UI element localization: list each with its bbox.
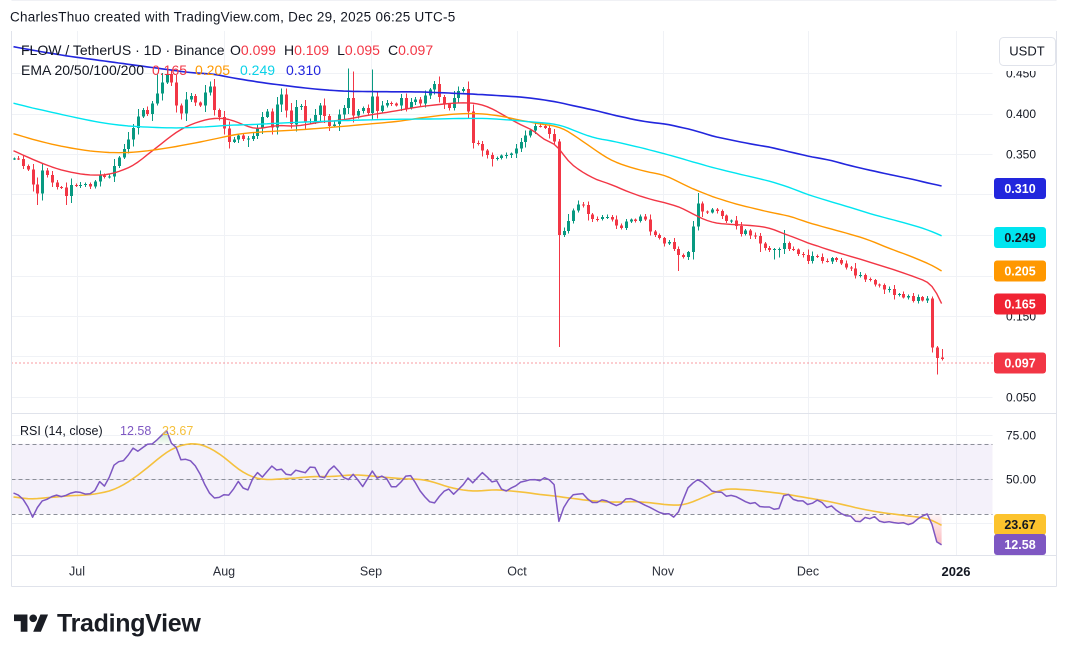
svg-text:0.165: 0.165	[1004, 298, 1035, 312]
svg-text:Oct: Oct	[507, 565, 527, 579]
svg-text:23.67: 23.67	[1004, 518, 1035, 532]
svg-text:Aug: Aug	[213, 565, 235, 579]
svg-text:75.00: 75.00	[1006, 428, 1036, 442]
svg-text:Jul: Jul	[69, 565, 85, 579]
svg-text:FLOW / TetherUS · 1D · Binance: FLOW / TetherUS · 1D · Binance	[21, 42, 225, 58]
svg-text:Dec: Dec	[797, 565, 819, 579]
svg-text:23.67: 23.67	[162, 424, 193, 438]
svg-text:0.205: 0.205	[195, 62, 230, 78]
svg-text:TradingView: TradingView	[57, 610, 201, 638]
svg-text:0.249: 0.249	[1004, 231, 1035, 245]
svg-text:0.165: 0.165	[152, 62, 187, 78]
svg-text:2026: 2026	[942, 564, 971, 579]
svg-text:EMA 20/50/100/200: EMA 20/50/100/200	[21, 62, 144, 78]
svg-text:Sep: Sep	[360, 565, 382, 579]
svg-text:0.050: 0.050	[1006, 390, 1036, 404]
svg-text:12.58: 12.58	[120, 424, 151, 438]
svg-text:0.205: 0.205	[1004, 265, 1035, 279]
svg-text:0.350: 0.350	[1006, 147, 1036, 161]
svg-text:12.58: 12.58	[1004, 538, 1035, 552]
svg-text:USDT: USDT	[1009, 44, 1044, 59]
svg-text:CharlesThuo created with Tradi: CharlesThuo created with TradingView.com…	[10, 10, 455, 25]
svg-text:0.310: 0.310	[1004, 182, 1035, 196]
svg-text:0.400: 0.400	[1006, 107, 1036, 121]
svg-text:0.097: 0.097	[1004, 357, 1035, 371]
svg-text:50.00: 50.00	[1006, 472, 1036, 486]
svg-text:0.249: 0.249	[240, 62, 275, 78]
svg-text:Nov: Nov	[652, 565, 675, 579]
svg-text:RSI (14, close): RSI (14, close)	[20, 424, 103, 438]
svg-text:0.310: 0.310	[286, 62, 321, 78]
